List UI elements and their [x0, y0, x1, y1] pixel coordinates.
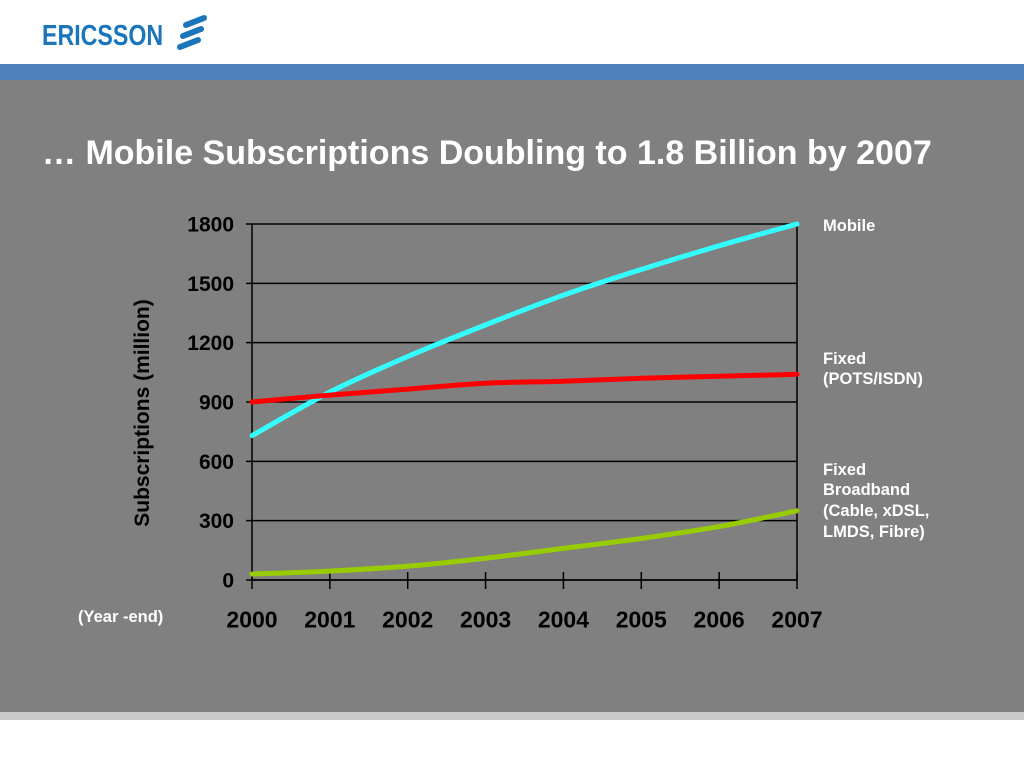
legend-label-fixed-broadband: Fixed Broadband (Cable, xDSL, LMDS, Fibr… — [823, 460, 930, 541]
series-line-fixed-broadband-cable-xdsl-lmds-fibre — [249, 508, 800, 577]
x-tick-label: 2005 — [616, 606, 667, 632]
y-axis-title: Subscriptions (million) — [131, 299, 154, 527]
x-tick-label: 2003 — [460, 606, 511, 632]
x-tick-label: 2004 — [538, 606, 589, 632]
x-tick-label: 2000 — [226, 606, 277, 632]
line-chart: 0 300 600 900 1200 1500 1800 2000 2001 2002 2003 20… — [187, 214, 822, 633]
x-axis-note: (Year -end) — [78, 607, 164, 626]
header: ERICSSON — [0, 0, 1024, 64]
ericsson-logo-text: ERICSSON — [42, 20, 164, 52]
x-tick-label: 2002 — [382, 606, 433, 632]
legend-label-mobile: Mobile — [823, 216, 876, 235]
y-tick-label: 1500 — [187, 273, 234, 296]
y-tick-label: 1800 — [187, 214, 234, 237]
x-tick-label: 2001 — [304, 606, 355, 632]
ericsson-logo-mark-icon — [177, 15, 207, 50]
footer — [0, 720, 1024, 768]
x-tick-label: 2006 — [694, 606, 745, 632]
footer-strip — [0, 712, 1024, 720]
x-tick-label: 2007 — [771, 606, 822, 632]
series-line-fixed-pots-isdn — [249, 371, 800, 405]
header-band — [0, 64, 1024, 80]
series-line-mobile — [249, 221, 800, 439]
y-tick-label: 1200 — [187, 332, 234, 355]
legend-label-fixed-pots-isdn: Fixed (POTS/ISDN) — [823, 349, 923, 389]
slide-title: … Mobile Subscriptions Doubling to 1.8 B… — [42, 134, 932, 172]
y-tick-label: 600 — [199, 451, 234, 474]
y-tick-label: 0 — [222, 570, 234, 593]
y-tick-label: 300 — [199, 510, 234, 533]
slide-body — [0, 80, 1024, 712]
y-tick-label: 900 — [199, 392, 234, 415]
